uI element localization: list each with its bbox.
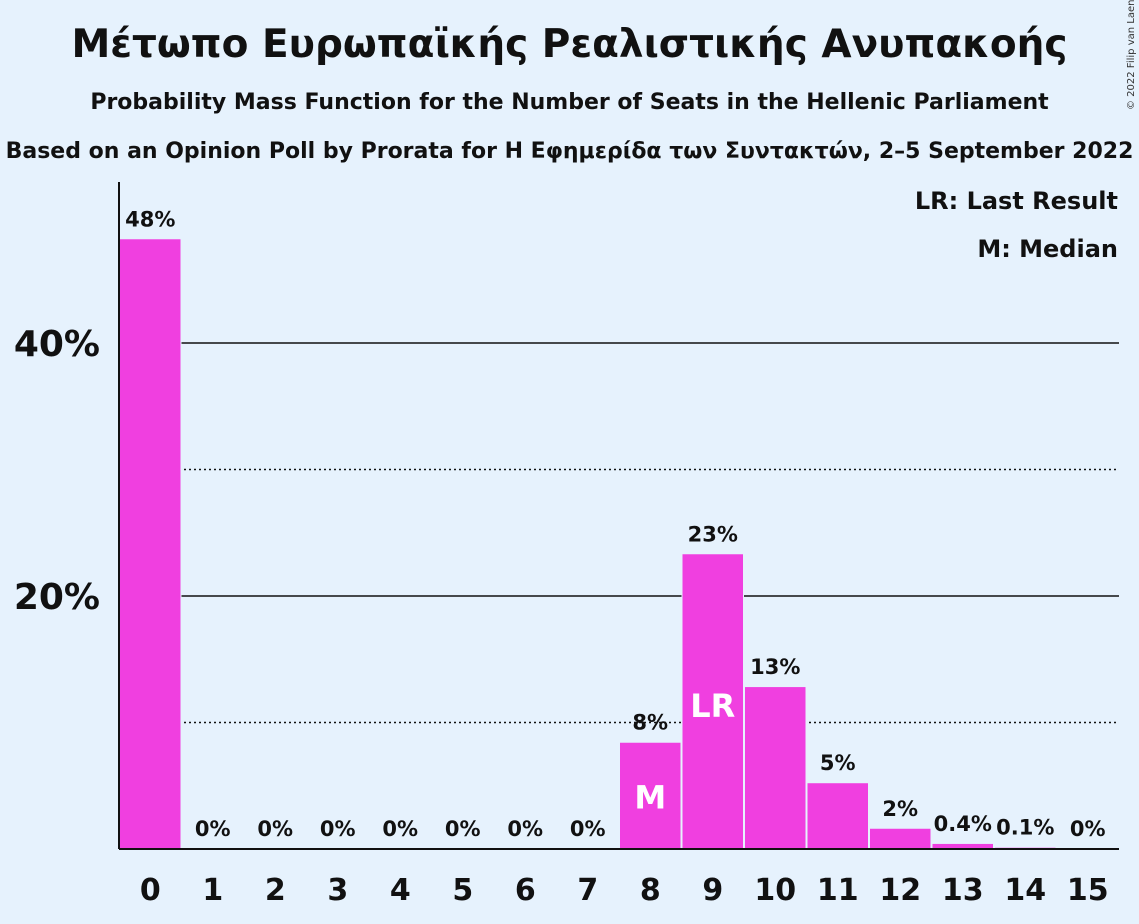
x-tick-label: 11 xyxy=(817,873,859,908)
x-tick-label: 12 xyxy=(879,873,921,908)
x-tick-label: 7 xyxy=(577,873,598,908)
value-label: 8% xyxy=(632,711,668,735)
value-label: 5% xyxy=(820,751,856,775)
value-label: 0% xyxy=(382,817,418,841)
value-label: 0.1% xyxy=(996,816,1054,840)
y-tick-labels: 20% 40% xyxy=(14,324,100,618)
x-tick-label: 10 xyxy=(754,873,796,908)
x-tick-label: 14 xyxy=(1004,873,1046,908)
y-tick-label: 40% xyxy=(14,324,100,365)
bar xyxy=(620,742,681,849)
chart-subtitle: Probability Mass Function for the Number… xyxy=(90,90,1049,115)
x-tick-label: 3 xyxy=(327,873,348,908)
x-tick-label: 1 xyxy=(202,873,223,908)
value-label: 0% xyxy=(507,817,543,841)
x-tick-label: 13 xyxy=(942,873,984,908)
x-tick-label: 5 xyxy=(452,873,473,908)
bars xyxy=(119,237,1057,849)
value-label: 13% xyxy=(750,655,800,679)
value-label: 0% xyxy=(195,817,231,841)
value-label: 0% xyxy=(1070,817,1106,841)
x-tick-label: 9 xyxy=(702,873,723,908)
x-tick-label: 6 xyxy=(515,873,536,908)
x-tick-label: 0 xyxy=(140,873,161,908)
value-label: 0% xyxy=(320,817,356,841)
x-tick-label: 15 xyxy=(1067,873,1109,908)
y-tick-label: 20% xyxy=(14,577,100,618)
legend-last-result: LR: Last Result xyxy=(915,187,1118,215)
value-label: 0% xyxy=(570,817,606,841)
chart-source-line: Based on an Opinion Poll by Prorata for … xyxy=(5,139,1134,164)
value-label: 23% xyxy=(688,522,738,546)
x-tick-label: 8 xyxy=(640,873,661,908)
bar xyxy=(682,554,743,849)
chart-title: Μέτωπο Ευρωπαϊκής Ρεαλιστικής Ανυπακοής xyxy=(71,22,1068,67)
last-result-marker: LR xyxy=(690,687,735,725)
value-labels: 48% 0% 0% 0% 0% 0% 0% 0% 8% 23% 13% 5% 2% 0.4% 0.1% 0% xyxy=(125,207,1105,841)
value-label: 0.4% xyxy=(934,812,992,836)
x-tick-label: 4 xyxy=(390,873,411,908)
bar xyxy=(120,239,181,849)
x-tick-labels: 0 1 2 3 4 5 6 7 8 9 10 11 12 13 14 15 xyxy=(140,873,1109,908)
value-label: 2% xyxy=(882,797,918,821)
value-label: 48% xyxy=(125,207,175,231)
bar xyxy=(932,843,993,849)
bar xyxy=(807,783,868,849)
bar-halo xyxy=(994,845,1057,849)
value-label: 0% xyxy=(257,817,293,841)
x-tick-label: 2 xyxy=(265,873,286,908)
bar xyxy=(870,828,931,849)
value-label: 0% xyxy=(445,817,481,841)
legend-median: M: Median xyxy=(977,235,1118,263)
median-marker: M xyxy=(634,779,666,817)
bar xyxy=(745,687,806,849)
gridlines xyxy=(119,342,1119,724)
bar-markers: M LR xyxy=(634,687,735,817)
